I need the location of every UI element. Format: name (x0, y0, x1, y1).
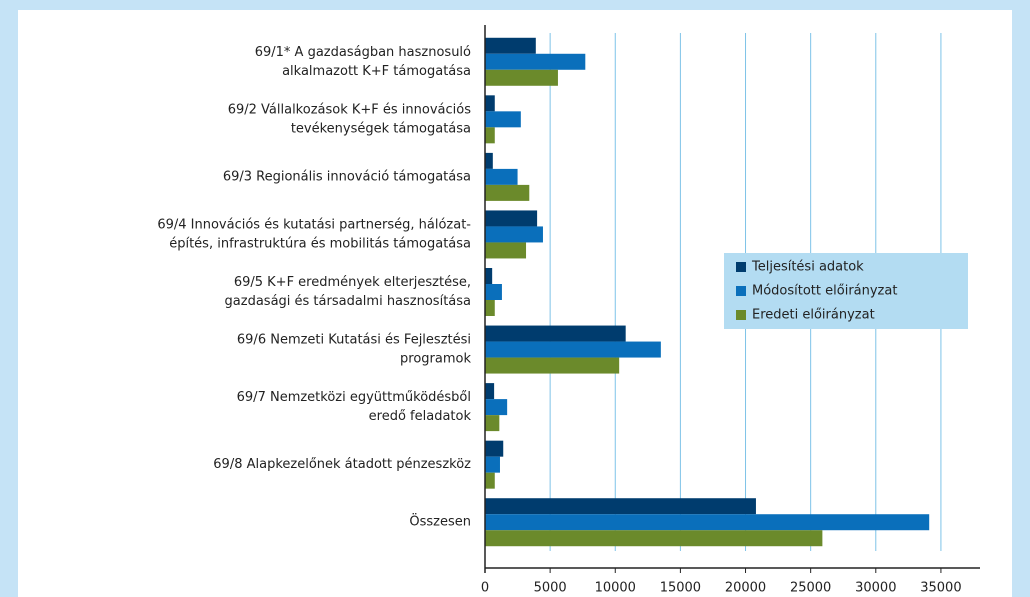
bar (485, 399, 508, 416)
legend-label: Teljesítési adatok (751, 260, 864, 275)
x-tick-label: 35000 (920, 581, 961, 596)
bar (485, 341, 661, 358)
bar (485, 69, 558, 86)
bar (485, 440, 504, 457)
bar (485, 357, 620, 374)
y-tick-label: 69/6 Nemzeti Kutatási és Fejlesztési (237, 333, 471, 348)
bar (485, 268, 493, 284)
bar (485, 127, 495, 144)
y-tick-label: alkalmazott K+F támogatása (282, 64, 471, 79)
y-tick-label: gazdasági és társadalmi hasznosítása (225, 294, 471, 309)
y-tick-label: programok (400, 352, 471, 367)
x-tick-label: 30000 (855, 581, 896, 596)
bar (485, 300, 495, 316)
bar (485, 472, 495, 489)
bar (485, 95, 495, 112)
bar (485, 37, 536, 54)
bar (485, 325, 626, 342)
legend-label: Módosított előirányzat (752, 284, 897, 299)
legend-box (724, 253, 968, 329)
y-tick-label: 69/5 K+F eredmények elterjesztése, (234, 275, 471, 290)
bar (485, 456, 500, 473)
bar (485, 415, 500, 432)
x-tick-label: 10000 (595, 581, 636, 596)
x-tick-label: 0 (481, 581, 489, 596)
x-tick-label: 5000 (534, 581, 567, 596)
bar (485, 111, 521, 128)
bar (485, 284, 502, 300)
bar (485, 168, 518, 185)
y-tick-label: 69/2 Vállalkozások K+F és innovációs (228, 102, 472, 117)
bar (485, 152, 493, 169)
y-tick-label: Összesen (409, 513, 471, 530)
y-tick-label: tevékenységek támogatása (291, 121, 471, 136)
bar (485, 242, 527, 259)
legend-label: Eredeti előirányzat (752, 308, 875, 323)
y-tick-label: építés, infrastruktúra és mobilitás támo… (169, 236, 471, 251)
x-tick-label: 15000 (660, 581, 701, 596)
y-tick-label: 69/7 Nemzetközi együttműködésből (237, 390, 471, 405)
y-tick-label: 69/1* A gazdaságban hasznosuló (255, 45, 471, 60)
y-tick-label: 69/3 Regionális innováció támogatása (223, 169, 471, 184)
y-tick-label: 69/8 Alapkezelőnek átadott pénzeszköz (213, 457, 471, 472)
legend-swatch (736, 286, 746, 296)
bar (485, 498, 756, 515)
bar (485, 226, 543, 243)
legend-swatch (736, 262, 746, 272)
y-tick-label: eredő feladatok (369, 409, 472, 424)
x-tick-label: 20000 (725, 581, 766, 596)
legend-swatch (736, 310, 746, 320)
x-tick-label: 25000 (790, 581, 831, 596)
y-tick-label: 69/4 Innovációs és kutatási partnerség, … (157, 217, 471, 232)
bar (485, 184, 530, 201)
bar (485, 383, 495, 400)
bar (485, 210, 538, 227)
bar (485, 530, 823, 547)
bar (485, 53, 586, 70)
bar (485, 514, 930, 531)
